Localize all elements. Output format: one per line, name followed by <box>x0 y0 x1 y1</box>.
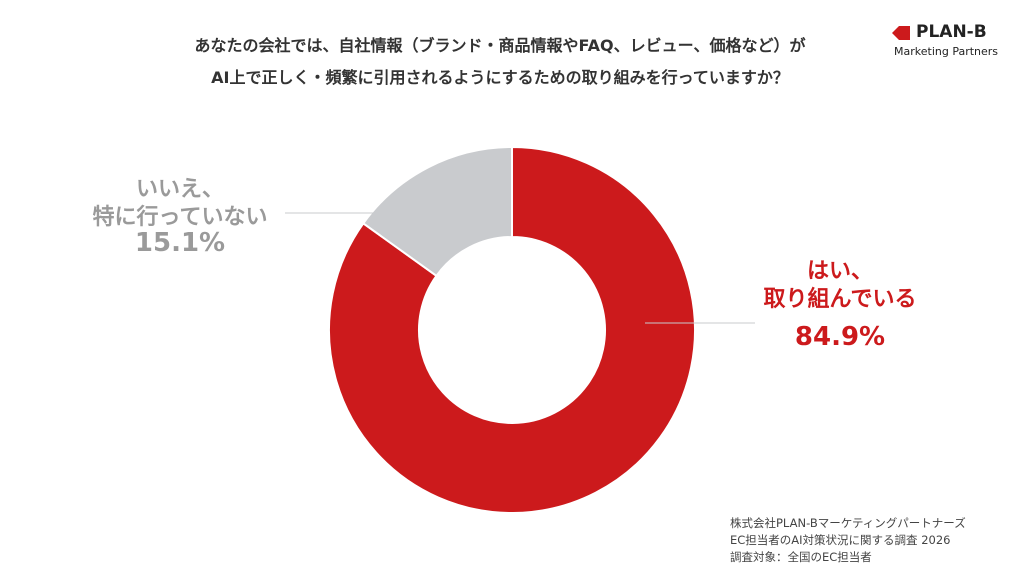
category-label: いいえ、 特に行っていない <box>92 177 268 230</box>
source-line: 株式会社PLAN-Bマーケティングパートナーズ <box>730 516 966 530</box>
category-label: はい、 取り組んでいる <box>763 259 917 312</box>
source-line: EC担当者のAI対策状況に関する調査 2026 <box>730 533 951 547</box>
donut-segment <box>361 145 513 278</box>
value-label: 15.1% <box>134 228 226 258</box>
chart-title: あなたの会社では、自社情報（ブランド・商品情報やFAQ、レビュー、価格など）が … <box>194 36 806 87</box>
donut-segment <box>328 145 696 514</box>
logo-tagline: Marketing Partners <box>894 45 999 58</box>
value-label: 84.9% <box>794 322 886 352</box>
logo-name: PLAN-B <box>916 22 987 42</box>
logo-icon <box>892 26 910 40</box>
source-line: 調査対象：全国のEC担当者 <box>730 550 872 564</box>
